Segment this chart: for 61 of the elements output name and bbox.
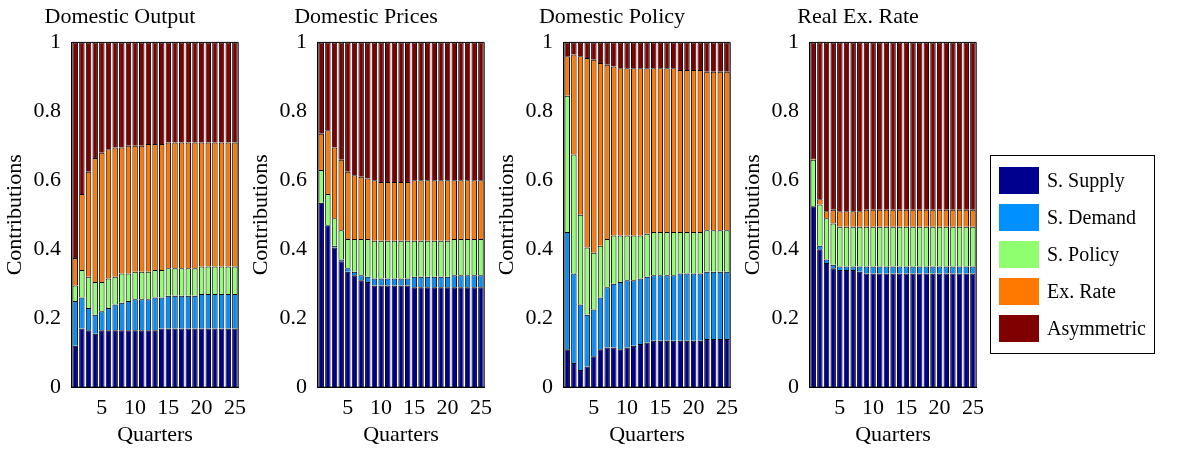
x-tick-label: 15 — [895, 394, 918, 420]
y-tick-label: 1 — [787, 28, 799, 54]
y-tick-label: 0 — [787, 372, 799, 398]
x-axis-title: Quarters — [855, 420, 931, 446]
legend-label: S. Policy — [1047, 243, 1120, 266]
y-tick-label: 0 — [541, 372, 553, 398]
x-tick-label: 20 — [190, 394, 213, 420]
y-tick-label: 1 — [295, 28, 307, 54]
x-tick-label: 5 — [834, 394, 846, 420]
y-tick-label: 0.8 — [33, 97, 61, 123]
y-tick-label: 1 — [49, 28, 61, 54]
x-tick-label: 10 — [862, 394, 885, 420]
y-tick-label: 0.4 — [279, 235, 307, 261]
y-tick-label: 0.6 — [771, 166, 799, 192]
x-tick-label: 20 — [436, 394, 459, 420]
x-tick-label: 20 — [682, 394, 705, 420]
y-tick-label: 0.4 — [33, 235, 61, 261]
x-tick-label: 25 — [469, 394, 492, 420]
x-tick-label: 10 — [616, 394, 639, 420]
x-tick-label: 25 — [223, 394, 246, 420]
y-tick-label: 0.4 — [525, 235, 553, 261]
x-tick-label: 5 — [96, 394, 108, 420]
y-axis-title: Contributions — [246, 154, 272, 276]
y-tick-label: 0.2 — [33, 304, 61, 330]
x-tick-label: 15 — [649, 394, 672, 420]
x-axis-title: Quarters — [363, 420, 439, 446]
legend-label: Ex. Rate — [1047, 280, 1116, 303]
y-tick-label: 0.8 — [279, 97, 307, 123]
y-tick-label: 0.2 — [279, 304, 307, 330]
legend-label: S. Supply — [1047, 169, 1125, 192]
x-tick-label: 20 — [928, 394, 951, 420]
y-tick-label: 0.6 — [33, 166, 61, 192]
x-tick-label: 10 — [370, 394, 393, 420]
x-tick-label: 5 — [588, 394, 600, 420]
chart-title: Domestic Output — [44, 2, 196, 28]
y-tick-label: 0 — [295, 372, 307, 398]
x-tick-label: 15 — [157, 394, 180, 420]
y-axis-title: Contributions — [738, 154, 764, 276]
y-tick-label: 0.4 — [771, 235, 799, 261]
y-axis-title: Contributions — [0, 154, 26, 276]
y-tick-label: 0.8 — [525, 97, 553, 123]
y-tick-label: 0.2 — [525, 304, 553, 330]
y-axis-title: Contributions — [492, 154, 518, 276]
x-axis-title: Quarters — [117, 420, 193, 446]
x-tick-label: 15 — [403, 394, 426, 420]
chart-title: Domestic Policy — [538, 2, 686, 28]
x-tick-label: 25 — [961, 394, 984, 420]
x-axis-title: Quarters — [609, 420, 685, 446]
x-tick-label: 5 — [342, 394, 354, 420]
legend-label: Asymmetric — [1047, 317, 1146, 340]
y-tick-label: 0.8 — [771, 97, 799, 123]
legend-label: S. Demand — [1047, 206, 1136, 229]
chart-title: Real Ex. Rate — [797, 2, 919, 28]
y-tick-label: 0 — [49, 372, 61, 398]
y-tick-label: 0.2 — [771, 304, 799, 330]
y-tick-label: 0.6 — [525, 166, 553, 192]
x-tick-label: 25 — [715, 394, 738, 420]
y-tick-label: 0.6 — [279, 166, 307, 192]
chart-title: Domestic Prices — [294, 2, 438, 28]
x-tick-label: 10 — [124, 394, 147, 420]
y-tick-label: 1 — [541, 28, 553, 54]
